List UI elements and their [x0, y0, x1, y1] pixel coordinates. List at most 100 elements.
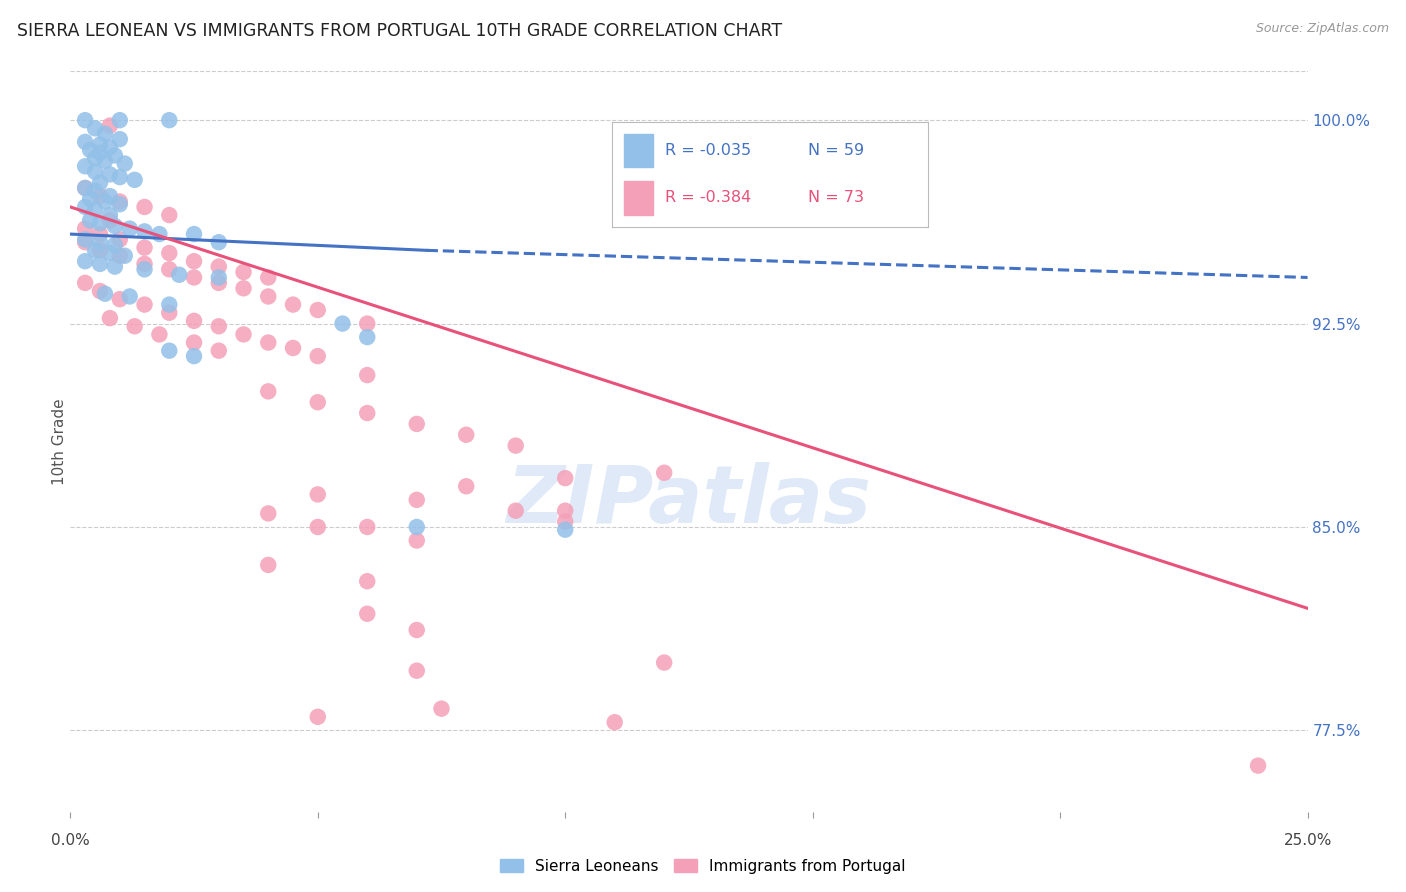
- Text: N = 73: N = 73: [808, 191, 863, 205]
- Point: [405, 492, 427, 507]
- Point: [157, 306, 180, 320]
- Point: [356, 406, 378, 420]
- Text: Source: ZipAtlas.com: Source: ZipAtlas.com: [1256, 22, 1389, 36]
- Point: [257, 558, 280, 572]
- Bar: [624, 134, 652, 168]
- Bar: [624, 181, 652, 215]
- Point: [84, 244, 107, 258]
- Point: [405, 533, 427, 548]
- Point: [98, 140, 121, 154]
- Point: [554, 471, 576, 485]
- Point: [208, 276, 231, 290]
- Point: [281, 297, 304, 311]
- Point: [94, 153, 117, 168]
- Point: [98, 208, 121, 222]
- Point: [108, 132, 131, 146]
- Y-axis label: 10th Grade: 10th Grade: [52, 398, 66, 485]
- Point: [94, 194, 117, 209]
- Point: [108, 292, 131, 306]
- Point: [332, 317, 354, 331]
- Point: [430, 701, 453, 715]
- Point: [89, 227, 111, 241]
- Point: [89, 216, 111, 230]
- Point: [94, 127, 117, 141]
- Point: [94, 286, 117, 301]
- Point: [208, 319, 231, 334]
- Point: [118, 221, 141, 235]
- Text: 0.0%: 0.0%: [51, 833, 90, 848]
- Point: [157, 343, 180, 358]
- Point: [405, 520, 427, 534]
- Point: [75, 200, 97, 214]
- Text: N = 59: N = 59: [808, 143, 863, 158]
- Point: [98, 119, 121, 133]
- Point: [148, 227, 170, 241]
- Point: [405, 664, 427, 678]
- Point: [257, 335, 280, 350]
- Point: [183, 270, 205, 285]
- Point: [232, 281, 254, 295]
- Point: [134, 297, 156, 311]
- Point: [257, 289, 280, 303]
- Point: [157, 297, 180, 311]
- Point: [89, 284, 111, 298]
- Point: [307, 710, 329, 724]
- Point: [183, 314, 205, 328]
- Point: [183, 254, 205, 268]
- Point: [89, 235, 111, 250]
- Point: [89, 257, 111, 271]
- Point: [307, 520, 329, 534]
- Point: [75, 113, 97, 128]
- Point: [281, 341, 304, 355]
- Point: [75, 232, 97, 246]
- Point: [108, 232, 131, 246]
- Point: [134, 241, 156, 255]
- Point: [79, 213, 101, 227]
- Point: [89, 145, 111, 160]
- Point: [104, 238, 127, 252]
- Point: [554, 515, 576, 529]
- Point: [505, 504, 527, 518]
- Point: [405, 623, 427, 637]
- Point: [307, 395, 329, 409]
- Point: [134, 224, 156, 238]
- Point: [75, 221, 97, 235]
- Point: [356, 520, 378, 534]
- Point: [75, 235, 97, 250]
- Point: [356, 574, 378, 589]
- Text: SIERRA LEONEAN VS IMMIGRANTS FROM PORTUGAL 10TH GRADE CORRELATION CHART: SIERRA LEONEAN VS IMMIGRANTS FROM PORTUG…: [17, 22, 782, 40]
- Point: [84, 202, 107, 217]
- Point: [208, 270, 231, 285]
- Point: [108, 197, 131, 211]
- Text: R = -0.035: R = -0.035: [665, 143, 752, 158]
- Point: [1247, 758, 1270, 772]
- Point: [104, 148, 127, 162]
- Point: [257, 270, 280, 285]
- Point: [208, 343, 231, 358]
- Point: [157, 208, 180, 222]
- Point: [356, 368, 378, 383]
- Point: [405, 417, 427, 431]
- Text: R = -0.384: R = -0.384: [665, 191, 752, 205]
- Point: [98, 189, 121, 203]
- Point: [157, 262, 180, 277]
- Point: [75, 159, 97, 173]
- Point: [257, 384, 280, 399]
- Point: [652, 656, 675, 670]
- Point: [157, 246, 180, 260]
- Point: [89, 176, 111, 190]
- Point: [307, 487, 329, 501]
- Point: [456, 427, 478, 442]
- Point: [183, 227, 205, 241]
- Point: [75, 254, 97, 268]
- Point: [75, 181, 97, 195]
- Point: [84, 184, 107, 198]
- Point: [124, 173, 146, 187]
- Point: [79, 143, 101, 157]
- Point: [89, 189, 111, 203]
- Point: [84, 151, 107, 165]
- Point: [356, 607, 378, 621]
- Point: [183, 349, 205, 363]
- Point: [157, 113, 180, 128]
- Point: [134, 200, 156, 214]
